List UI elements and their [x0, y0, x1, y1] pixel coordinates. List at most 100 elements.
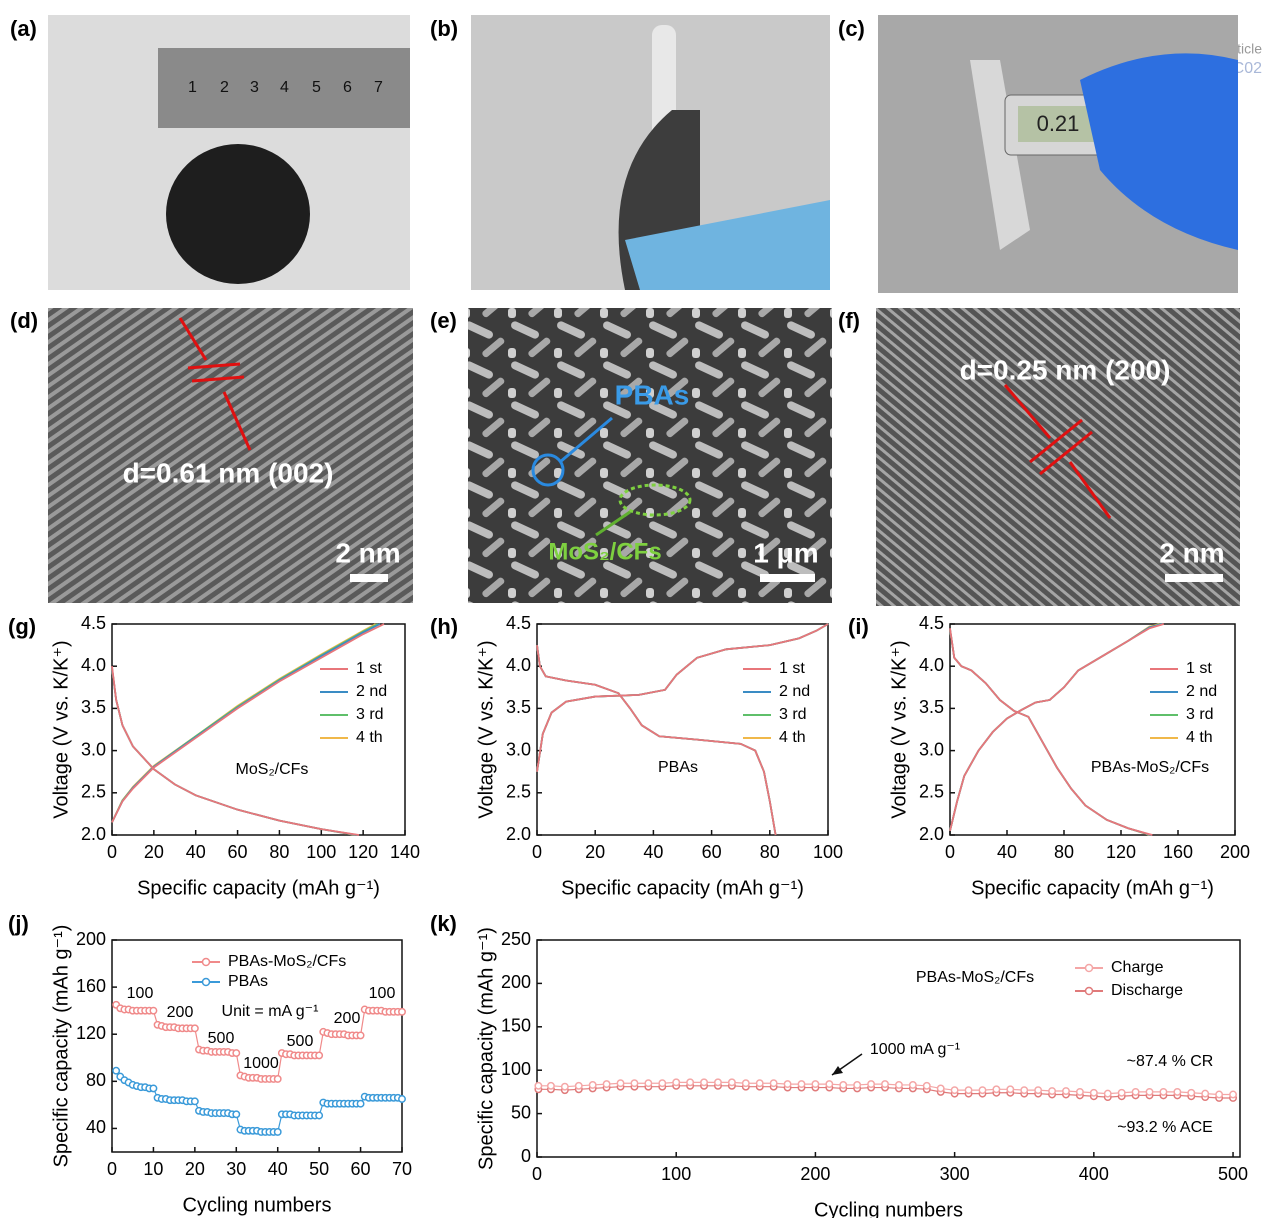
y-tick-label: 80	[86, 1070, 106, 1090]
data-point	[854, 1082, 860, 1088]
series-line	[112, 624, 376, 835]
ruler-number: 1	[188, 79, 197, 96]
annotation: 200	[334, 1010, 361, 1027]
x-tick-label: 60	[702, 842, 722, 862]
data-point	[1230, 1091, 1236, 1097]
data-point	[1091, 1090, 1097, 1096]
y-tick-label: 2.0	[919, 824, 944, 844]
display-reading: 0.21	[1037, 111, 1080, 136]
legend-label: 4 th	[779, 729, 806, 746]
ruler-number: 3	[250, 79, 259, 96]
data-point	[729, 1079, 735, 1085]
panel-label: (a)	[10, 16, 37, 41]
data-point	[979, 1087, 985, 1093]
panel-label: (h)	[430, 614, 458, 639]
series-line	[112, 624, 378, 835]
annotation: 500	[287, 1033, 314, 1050]
x-tick-label: 300	[940, 1164, 970, 1184]
series-line	[950, 624, 1161, 835]
data-point	[562, 1083, 568, 1089]
data-point	[993, 1086, 999, 1092]
figure: View Article 10.1039/D6SC02 (a) 1 2 3 4 …	[0, 0, 1262, 1218]
x-tick-label: 80	[269, 842, 289, 862]
photo-c: 0.21 (c)	[838, 15, 1238, 293]
y-tick-label: 4.0	[919, 655, 944, 675]
photo-f: d=0.25 nm (200) 2 nm (f)	[838, 308, 1240, 606]
x-tick-label: 120	[1106, 842, 1136, 862]
y-tick-label: 4.5	[506, 613, 531, 633]
annotation: 100	[127, 985, 154, 1002]
annotation: ~87.4 % CR	[1127, 1053, 1214, 1070]
x-tick-label: 400	[1079, 1164, 1109, 1184]
data-point	[798, 1081, 804, 1087]
plot-frame	[112, 940, 402, 1152]
data-point	[535, 1083, 541, 1089]
data-point	[882, 1081, 888, 1087]
data-point	[192, 1098, 198, 1104]
annotation: PBAs-MoS₂/CFs	[916, 969, 1034, 986]
legend-label: 3 rd	[356, 706, 384, 723]
y-tick-label: 2.0	[81, 824, 106, 844]
label-mos2: MoS₂/CFs	[548, 538, 661, 565]
scale-bar-label: 2 nm	[335, 537, 400, 568]
scale-bar	[350, 574, 388, 582]
data-point	[150, 1085, 156, 1091]
y-tick-label: 200	[501, 972, 531, 992]
data-point	[715, 1079, 721, 1085]
data-point	[1007, 1086, 1013, 1092]
legend-label: 3 rd	[779, 706, 807, 723]
data-point	[840, 1082, 846, 1088]
data-point	[1202, 1090, 1208, 1096]
annotation: MoS₂/CFs	[236, 761, 309, 778]
electrode-disc	[166, 144, 310, 284]
legend-label: 2 nd	[356, 683, 387, 700]
legend-label: Charge	[1111, 959, 1164, 976]
x-tick-label: 0	[532, 842, 542, 862]
x-axis-title: Cycling numbers	[814, 1199, 963, 1218]
data-point	[589, 1082, 595, 1088]
data-point	[1021, 1087, 1027, 1093]
ruler-number: 5	[312, 79, 321, 96]
ruler-number: 4	[280, 79, 289, 96]
y-tick-label: 2.0	[506, 824, 531, 844]
data-point	[113, 1068, 119, 1074]
data-point	[357, 1101, 363, 1107]
data-point	[399, 1009, 405, 1015]
legend-label: Discharge	[1111, 982, 1183, 999]
data-point	[965, 1087, 971, 1093]
x-tick-label: 200	[1220, 842, 1250, 862]
scale-bar	[1165, 574, 1223, 582]
x-tick-label: 100	[813, 842, 843, 862]
annotation-arrowhead	[832, 1066, 843, 1075]
y-tick-label: 3.5	[81, 697, 106, 717]
x-tick-label: 100	[661, 1164, 691, 1184]
x-tick-label: 0	[107, 1159, 117, 1179]
panel-label: (c)	[838, 16, 865, 41]
data-point	[316, 1052, 322, 1058]
y-tick-label: 3.0	[919, 739, 944, 759]
panel-label: (i)	[848, 614, 869, 639]
y-tick-label: 4.5	[81, 613, 106, 633]
data-point	[645, 1080, 651, 1086]
data-point	[673, 1079, 679, 1085]
legend-marker	[203, 959, 210, 966]
data-point	[1216, 1091, 1222, 1097]
annotation: 200	[167, 1004, 194, 1021]
legend-marker	[203, 979, 210, 986]
panel-label: (e)	[430, 308, 457, 333]
legend-label: 3 rd	[1186, 706, 1214, 723]
scale-bar-label: 2 nm	[1159, 537, 1224, 568]
ruler-number: 6	[343, 79, 352, 96]
x-tick-label: 40	[186, 842, 206, 862]
y-tick-label: 250	[501, 929, 531, 949]
photo-b: (b)	[430, 15, 830, 290]
data-point	[603, 1081, 609, 1087]
annotation: PBAs-MoS₂/CFs	[1091, 759, 1209, 776]
annotation: 100	[369, 985, 396, 1002]
data-point	[1174, 1089, 1180, 1095]
x-tick-label: 200	[800, 1164, 830, 1184]
y-tick-label: 3.0	[81, 739, 106, 759]
data-point	[1118, 1090, 1124, 1096]
data-point	[659, 1080, 665, 1086]
